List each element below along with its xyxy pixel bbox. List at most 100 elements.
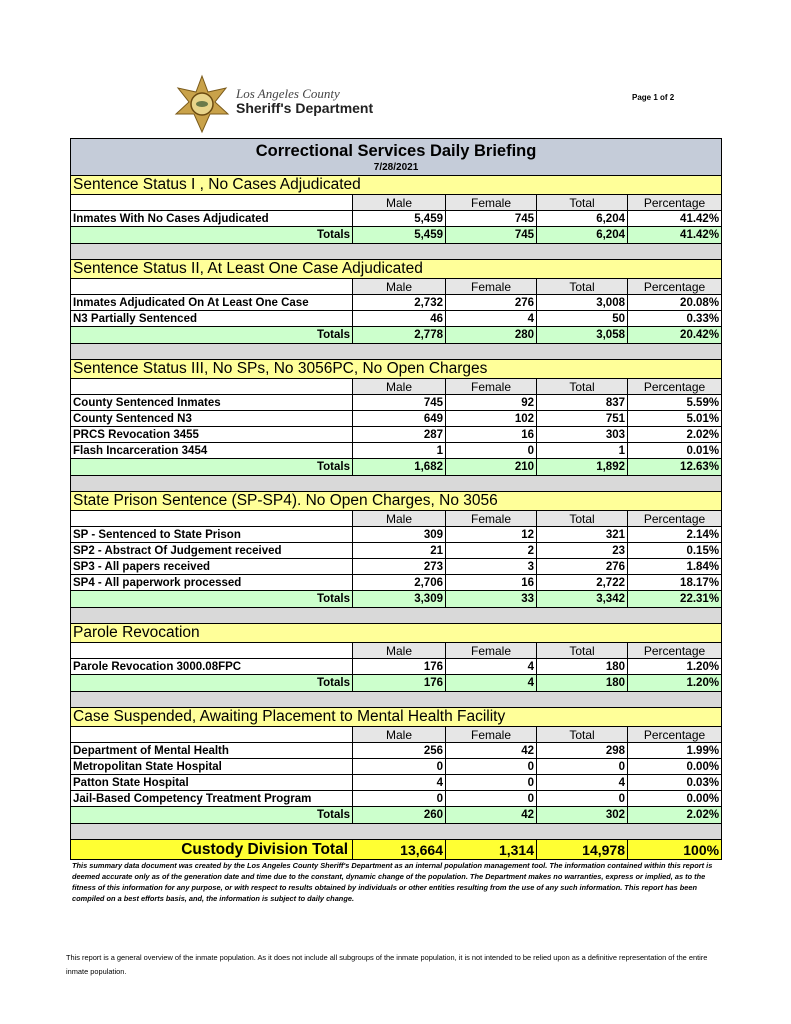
section-header: Sentence Status I , No Cases Adjudicated (69, 175, 723, 195)
value-cell: 18.17% (626, 574, 723, 591)
column-header: Total (536, 726, 628, 743)
spacer-row (69, 691, 723, 708)
value-cell: 0.01% (626, 442, 723, 459)
value-cell: 180 (536, 658, 628, 675)
column-header-row: Male Female Total Percentage (70, 378, 723, 395)
column-header-row: Male Female Total Percentage (70, 194, 723, 211)
value-cell: 1.20% (626, 674, 723, 692)
page-number: Page 1 of 2 (632, 93, 675, 102)
value-cell: 302 (536, 806, 628, 824)
data-row: Parole Revocation 3000.08FPC 176 4 180 1.20% (70, 658, 723, 675)
totals-row: Totals 3,309 33 3,342 22.31% (70, 590, 723, 608)
totals-row: Totals 1,682 210 1,892 12.63% (70, 458, 723, 476)
column-header: Male (352, 378, 446, 395)
data-row: SP3 - All papers received 273 3 276 1.84% (70, 558, 723, 575)
agency-line1: Los Angeles County (235, 86, 340, 101)
title-row: Correctional Services Daily Briefing (69, 138, 723, 161)
spacer (69, 691, 723, 708)
row-label: Patton State Hospital (70, 774, 353, 791)
column-header: Female (445, 194, 537, 211)
section-header: Sentence Status III, No SPs, No 3056PC, … (69, 359, 723, 379)
spacer-row (69, 607, 723, 624)
value-cell: 287 (352, 426, 446, 443)
value-cell: 22.31% (626, 590, 723, 608)
data-row: County Sentenced Inmates 745 92 837 5.59% (70, 394, 723, 411)
value-cell: 50 (536, 310, 628, 327)
value-cell: 5,459 (352, 210, 446, 227)
value-cell: 0.33% (626, 310, 723, 327)
value-cell: 16 (445, 426, 537, 443)
section-title: Sentence Status II, At Least One Case Ad… (69, 259, 723, 279)
section-header: Sentence Status II, At Least One Case Ad… (69, 259, 723, 279)
spacer (69, 243, 723, 260)
value-cell: 0 (445, 774, 537, 791)
row-label: SP - Sentenced to State Prison (70, 526, 353, 543)
value-cell: 260 (352, 806, 446, 824)
row-label: SP2 - Abstract Of Judgement received (70, 542, 353, 559)
value-cell: 1,314 (445, 839, 537, 860)
spacer-row (69, 475, 723, 492)
totals-label: Totals (70, 226, 353, 244)
section-title: Sentence Status III, No SPs, No 3056PC, … (69, 359, 723, 379)
value-cell: 3,058 (536, 326, 628, 344)
value-cell: 1.84% (626, 558, 723, 575)
column-header: Percentage (626, 378, 723, 395)
value-cell: 92 (445, 394, 537, 411)
value-cell: 1.99% (626, 742, 723, 759)
value-cell: 5,459 (352, 226, 446, 244)
value-cell: 2.14% (626, 526, 723, 543)
spacer (69, 607, 723, 624)
overview-note: This report is a general overview of the… (66, 953, 708, 976)
section-header: Parole Revocation (69, 623, 723, 643)
value-cell: 16 (445, 574, 537, 591)
value-cell: 20.42% (626, 326, 723, 344)
value-cell: 41.42% (626, 210, 723, 227)
column-header: Percentage (626, 726, 723, 743)
row-label: Parole Revocation 3000.08FPC (70, 658, 353, 675)
value-cell: 276 (445, 294, 537, 311)
report-title: Correctional Services Daily Briefing (69, 138, 723, 161)
value-cell: 4 (352, 774, 446, 791)
row-label: Inmates Adjudicated On At Least One Case (70, 294, 353, 311)
blank-cell (70, 642, 353, 659)
row-label: Department of Mental Health (70, 742, 353, 759)
data-row: PRCS Revocation 3455 287 16 303 2.02% (70, 426, 723, 443)
row-label: Metropolitan State Hospital (70, 758, 353, 775)
value-cell: 2,722 (536, 574, 628, 591)
value-cell: 1.20% (626, 658, 723, 675)
value-cell: 298 (536, 742, 628, 759)
column-header-row: Male Female Total Percentage (70, 726, 723, 743)
value-cell: 42 (445, 742, 537, 759)
logo: Los Angeles County Sheriff's Department (174, 74, 373, 134)
data-row: Flash Incarceration 3454 1 0 1 0.01% (70, 442, 723, 459)
value-cell: 4 (445, 658, 537, 675)
value-cell: 100% (626, 839, 723, 860)
column-header: Male (352, 194, 446, 211)
briefing-table: Correctional Services Daily Briefing 7/2… (69, 138, 723, 860)
grand-total-label: Custody Division Total (70, 839, 353, 860)
value-cell: 3,309 (352, 590, 446, 608)
value-cell: 2.02% (626, 806, 723, 824)
section-header: Case Suspended, Awaiting Placement to Me… (69, 707, 723, 727)
spacer (69, 343, 723, 360)
value-cell: 256 (352, 742, 446, 759)
column-header: Percentage (626, 278, 723, 295)
totals-row: Totals 2,778 280 3,058 20.42% (70, 326, 723, 344)
value-cell: 20.08% (626, 294, 723, 311)
totals-label: Totals (70, 806, 353, 824)
column-header: Percentage (626, 194, 723, 211)
value-cell: 6,204 (536, 226, 628, 244)
data-row: N3 Partially Sentenced 46 4 50 0.33% (70, 310, 723, 327)
totals-row: Totals 5,459 745 6,204 41.42% (70, 226, 723, 244)
column-header: Female (445, 510, 537, 527)
data-row: SP4 - All paperwork processed 2,706 16 2,72… (70, 574, 723, 591)
data-row: Department of Mental Health 256 42 298 1.99% (70, 742, 723, 759)
report-date: 7/28/2021 (69, 161, 723, 176)
column-header: Male (352, 642, 446, 659)
column-header: Male (352, 726, 446, 743)
value-cell: 837 (536, 394, 628, 411)
spacer-row (69, 243, 723, 260)
value-cell: 1 (536, 442, 628, 459)
value-cell: 176 (352, 658, 446, 675)
